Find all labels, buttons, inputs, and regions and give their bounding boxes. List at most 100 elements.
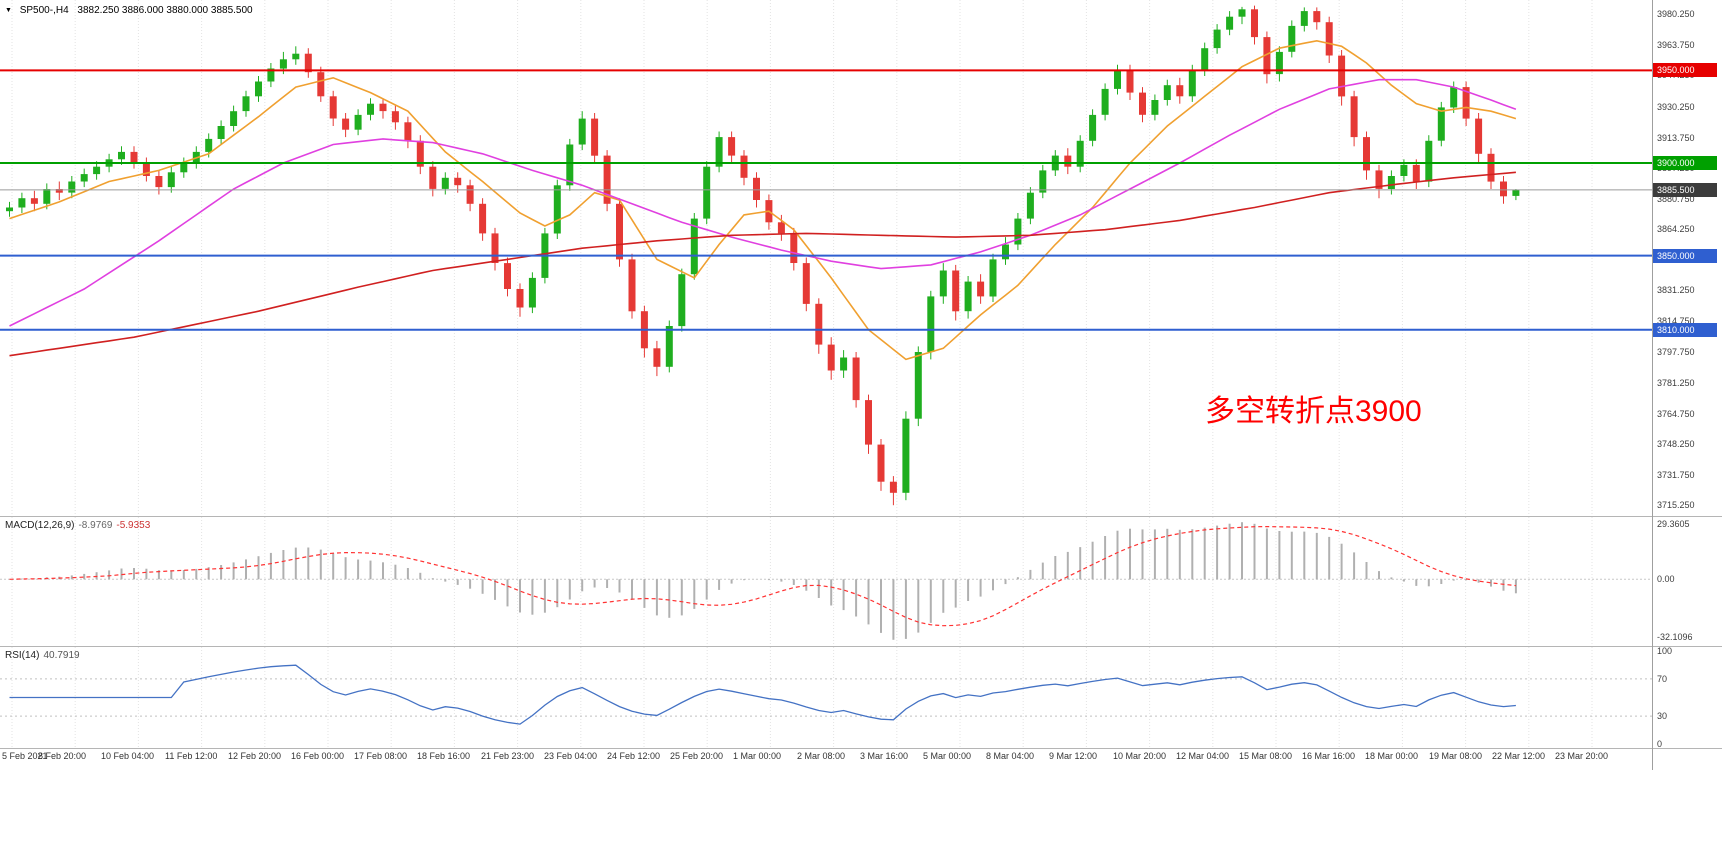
macd-pane[interactable] [0, 517, 1652, 645]
candle-body [1325, 22, 1333, 56]
time-axis-label: 10 Feb 04:00 [101, 751, 155, 761]
main-price-pane[interactable] [0, 0, 1652, 515]
candle-body [1450, 87, 1458, 108]
price-axis[interactable]: 3980.2503963.7503947.2503930.2503913.750… [1652, 0, 1722, 845]
hline-price-tag: 3900.000 [1653, 156, 1717, 170]
pane-separator[interactable] [0, 646, 1722, 647]
candle-body [1039, 170, 1047, 193]
time-axis-label: 12 Feb 20:00 [228, 751, 282, 761]
time-axis-label: 17 Feb 08:00 [354, 751, 408, 761]
candle-body [952, 270, 960, 312]
candle-body [18, 198, 26, 208]
price-axis-label: 3913.750 [1657, 133, 1695, 143]
hline-price-tag: 3950.000 [1653, 63, 1717, 77]
time-axis-label: 24 Feb 12:00 [607, 751, 661, 761]
candle-body [578, 118, 586, 145]
candle-body [55, 189, 63, 193]
macd-axis-label: -32.1096 [1657, 632, 1693, 642]
candle-body [1338, 55, 1346, 97]
current-price-tag: 3885.500 [1653, 183, 1717, 197]
time-axis-label: 12 Mar 04:00 [1176, 751, 1230, 761]
time-axis-label: 2 Mar 08:00 [797, 751, 846, 761]
candle-body [416, 140, 424, 167]
candle-body [1387, 176, 1395, 189]
ma-medium-line[interactable] [9, 78, 1517, 327]
candle-body [1300, 11, 1308, 26]
candle-body [1163, 85, 1171, 100]
price-axis-label: 3831.250 [1657, 285, 1695, 295]
candle-body [1437, 107, 1445, 141]
candle-body [354, 114, 362, 130]
candle-body [1213, 29, 1221, 49]
candle-body [889, 481, 897, 493]
candle-body [1425, 140, 1433, 182]
candle-body [1064, 155, 1072, 167]
candle-body [404, 122, 412, 141]
candle-body [1462, 87, 1470, 119]
candle-body [429, 166, 437, 189]
time-axis-label: 1 Mar 00:00 [733, 751, 782, 761]
candle-body [802, 263, 810, 304]
candle-body [1363, 137, 1370, 171]
time-axis[interactable]: 5 Feb 2021 8 Feb 20:00 10 Feb 04:00 11 Feb … [0, 751, 1652, 771]
hline-price-tag: 3810.000 [1653, 323, 1717, 337]
pane-separator[interactable] [0, 516, 1722, 517]
candle-body [1139, 92, 1146, 115]
candle-body [242, 96, 250, 112]
candle-body [528, 277, 536, 308]
candle-body [205, 138, 213, 152]
candle-body [665, 326, 673, 367]
price-axis-label: 3797.750 [1657, 347, 1695, 357]
time-axis-label: 21 Feb 23:00 [481, 751, 535, 761]
time-axis-label: 8 Feb 20:00 [38, 751, 87, 761]
price-axis-label: 3814.750 [1657, 316, 1695, 326]
candle-body [1288, 25, 1296, 52]
candle-body [118, 151, 125, 160]
candle-body [1313, 11, 1321, 23]
price-axis-label: 3715.250 [1657, 500, 1695, 510]
candle-body [1475, 118, 1483, 154]
price-axis-label: 3963.750 [1657, 40, 1695, 50]
candle-body [180, 163, 188, 173]
candle-body [815, 303, 823, 345]
candle-body [279, 59, 287, 69]
main-chart-canvas[interactable] [0, 0, 1652, 515]
macd-pane-canvas[interactable] [0, 517, 1652, 645]
candle-body [1176, 85, 1184, 97]
candle-body [1400, 164, 1408, 176]
candle-body [342, 118, 350, 130]
time-axis-label: 22 Mar 12:00 [1492, 751, 1546, 761]
candle-body [391, 111, 399, 123]
time-axis-label: 19 Mar 08:00 [1429, 751, 1483, 761]
candle-body [1026, 192, 1034, 219]
time-axis-label: 5 Feb 2021 [2, 751, 48, 761]
rsi-pane-canvas[interactable] [0, 647, 1652, 748]
candle-body [790, 233, 798, 263]
price-axis-separator [1652, 0, 1653, 770]
candle-body [1126, 70, 1134, 93]
ma-fast-line[interactable] [9, 39, 1517, 361]
candle-body [1275, 51, 1283, 75]
candle-body [329, 96, 337, 119]
symbol-timeframe-label: SP500-,H4 [19, 5, 69, 16]
candle-body [1151, 100, 1159, 115]
candle-body [1487, 153, 1495, 182]
candle-body [877, 444, 885, 482]
macd-signal-value: -5.9353 [116, 520, 151, 531]
rsi-axis-label: 0 [1657, 739, 1663, 749]
candle-body [379, 103, 387, 112]
candle-body [964, 281, 972, 312]
candle-body [1375, 170, 1383, 189]
candle-body [840, 357, 848, 371]
candle-body [230, 111, 238, 126]
candle-body [155, 176, 163, 188]
annotation-text[interactable]: 多空转折点3900 [1205, 395, 1422, 428]
rsi-pane[interactable] [0, 647, 1652, 748]
time-axis-label: 23 Feb 04:00 [544, 751, 598, 761]
symbol-header: ▼ SP500-,H4 3882.250 3886.000 3880.000 3… [5, 5, 253, 16]
candle-body [939, 270, 947, 297]
ma-slow-line[interactable] [9, 171, 1516, 357]
candle-body [1412, 164, 1420, 182]
symbol-dropdown-icon[interactable]: ▼ [5, 7, 12, 14]
